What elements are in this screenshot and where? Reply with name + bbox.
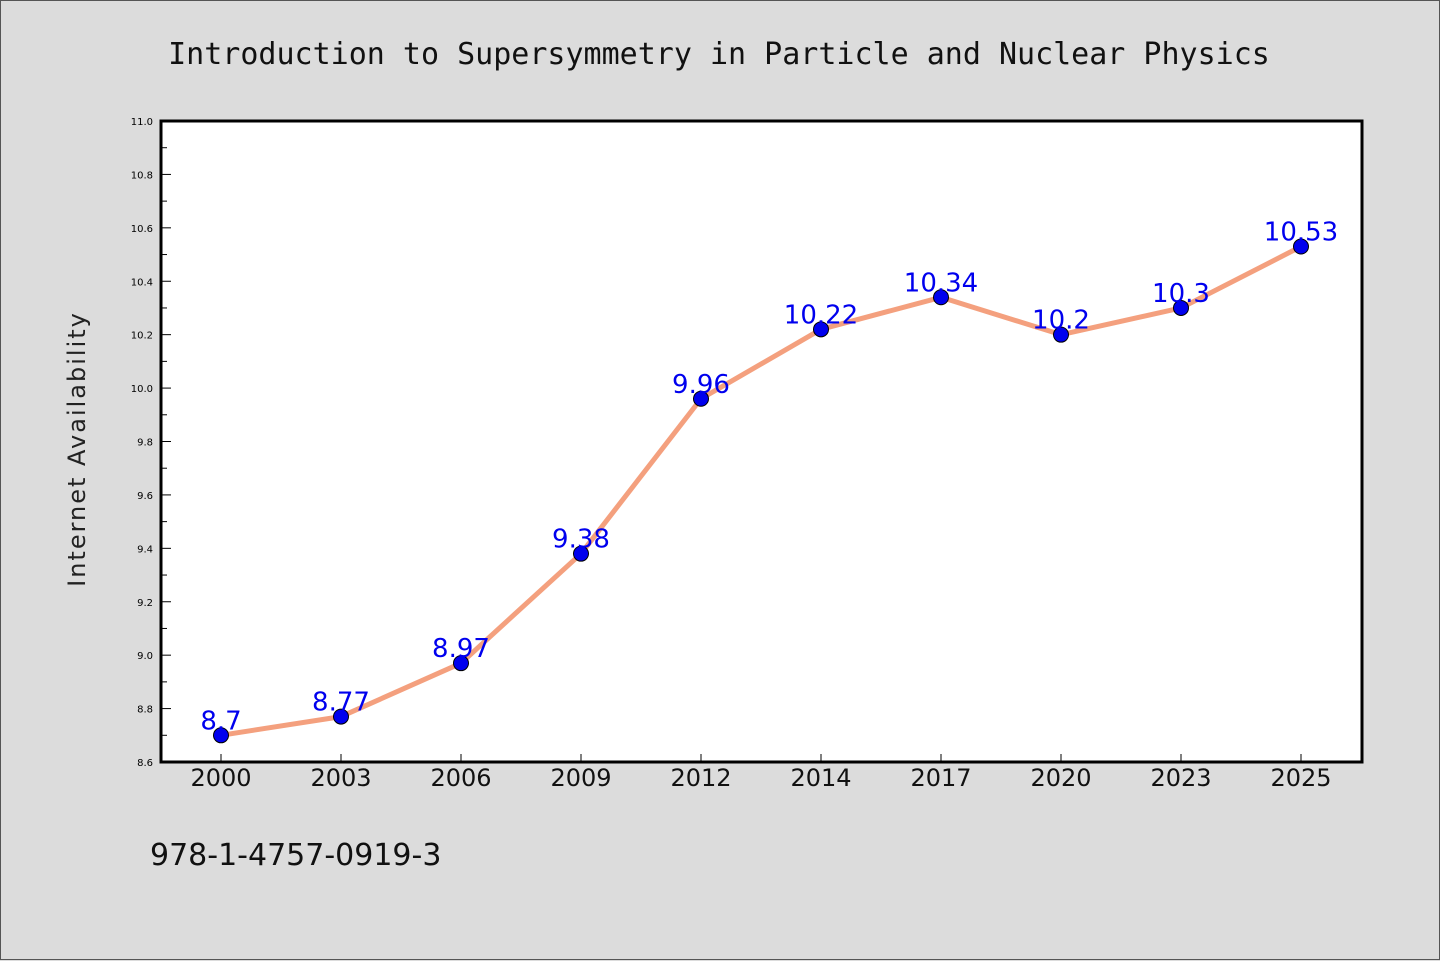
- data-point: [573, 545, 589, 562]
- data-labels: 8.7 8.77 8.97 9.38 9.96 10.22 10.34 10.2 10.3 10.…: [200, 218, 1338, 737]
- data-label: 10.53: [1264, 218, 1338, 248]
- y-tick-label: 8.6: [137, 758, 153, 769]
- y-tick-label: 9.4: [137, 544, 153, 555]
- data-point: [813, 321, 829, 338]
- isbn-text: 978-1-4757-0919-3: [150, 838, 441, 873]
- x-tick-label: 2017: [910, 764, 971, 792]
- plot-area: [159, 119, 1364, 764]
- y-tick-label: 10.4: [131, 277, 153, 288]
- series-line-group: [218, 244, 1304, 738]
- x-tick-label: 2000: [190, 764, 251, 792]
- y-tick-label: 11.0: [131, 117, 153, 128]
- data-point: [453, 655, 469, 672]
- x-tick-label: 2012: [670, 764, 731, 792]
- y-tick-label: 8.8: [137, 705, 153, 716]
- y-tick-label: 10.0: [131, 384, 153, 395]
- data-label: 10.2: [1032, 306, 1090, 336]
- y-tick-label: 9.0: [137, 651, 153, 662]
- series-line: [218, 244, 1304, 738]
- data-label: 8.77: [312, 688, 370, 718]
- data-point: [333, 708, 349, 725]
- y-tick-label: 9.2: [137, 598, 153, 609]
- y-axis-ticks: 8.6 8.8 9.0 9.2 9.4 9.6 9.8 10.0 10.2 10.4 10.6 10.…: [131, 117, 171, 769]
- x-tick-label: 2006: [430, 764, 491, 792]
- data-label: 9.38: [552, 525, 610, 555]
- y-axis-label: Internet Availability: [63, 311, 91, 587]
- data-point: [1173, 299, 1189, 316]
- data-label: 9.96: [672, 370, 730, 400]
- y-tick-label: 10.8: [131, 170, 153, 181]
- x-axis-ticks: 2000 2003 2006 2009 2012 2014 2017 2020 2023 2025: [190, 754, 1332, 792]
- data-label: 10.34: [904, 268, 978, 298]
- x-tick-label: 2003: [310, 764, 371, 792]
- data-label: 10.3: [1152, 279, 1210, 309]
- y-tick-label: 10.6: [131, 224, 153, 235]
- data-point: [1053, 326, 1069, 343]
- data-points: [213, 238, 1309, 744]
- x-tick-label: 2014: [790, 764, 851, 792]
- data-point: [1293, 238, 1309, 255]
- x-tick-label: 2009: [550, 764, 611, 792]
- data-label: 10.22: [784, 300, 858, 330]
- x-tick-label: 2025: [1270, 764, 1331, 792]
- y-tick-label: 9.6: [137, 491, 153, 502]
- y-tick-label: 10.2: [131, 331, 153, 342]
- x-tick-label: 2020: [1030, 764, 1091, 792]
- x-tick-label: 2023: [1150, 764, 1211, 792]
- data-point: [693, 390, 709, 407]
- chart-title: Introduction to Supersymmetry in Particl…: [168, 37, 1270, 72]
- data-point: [933, 289, 949, 306]
- data-point: [213, 727, 229, 744]
- y-tick-label: 9.8: [137, 438, 153, 449]
- data-label: 8.97: [432, 634, 490, 664]
- data-label: 8.7: [200, 706, 241, 736]
